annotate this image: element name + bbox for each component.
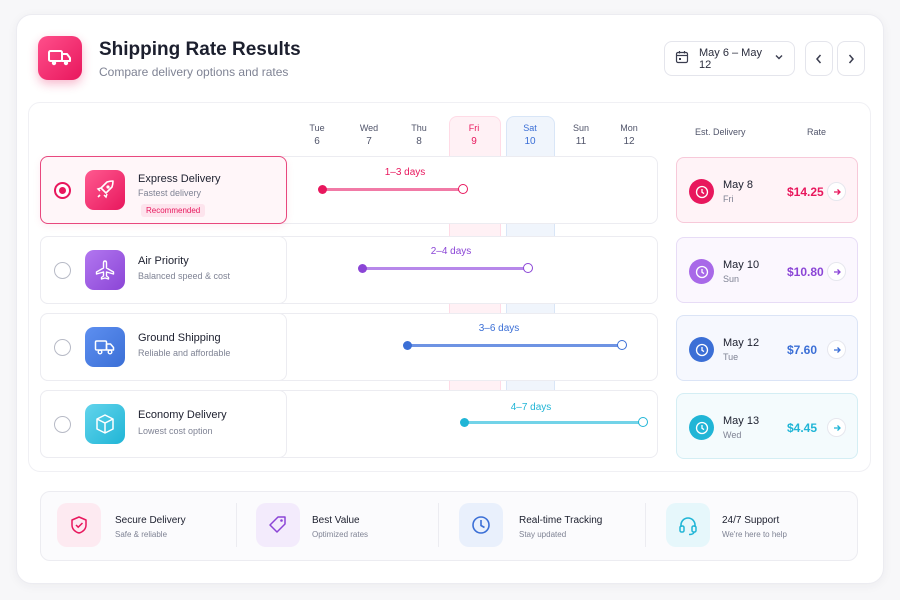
features-bar: [40, 491, 858, 561]
delivery-range-bar: [465, 421, 643, 424]
range-start-dot: [318, 185, 327, 194]
airplane-icon: [85, 250, 125, 290]
truck-icon: [85, 327, 125, 367]
rate-card-ground[interactable]: May 12 Tue $7.60: [676, 315, 858, 381]
radio-air[interactable]: [54, 262, 71, 279]
range-end-dot: [523, 263, 533, 273]
feature-title: Real-time Tracking: [519, 515, 603, 526]
delivery-range-label: 3–6 days: [478, 323, 520, 334]
day-header-thu: Thu 8: [411, 123, 427, 147]
date-range-picker[interactable]: May 6 – May 12: [664, 41, 795, 76]
service-option-ground[interactable]: Ground Shipping Reliable and affordable: [40, 313, 287, 381]
delivery-range-bar: [363, 267, 528, 270]
eta-date: May 12: [723, 337, 760, 349]
page-subtitle: Compare delivery options and rates: [99, 65, 289, 79]
feature-subtitle: Optimized rates: [312, 530, 369, 539]
delivery-range-bar: [322, 188, 463, 191]
eta-weekday: Wed: [723, 430, 742, 440]
service-description: Reliable and affordable: [138, 348, 231, 358]
delivery-range-label: 2–4 days: [430, 246, 472, 257]
service-option-economy[interactable]: Economy Delivery Lowest cost option: [40, 390, 287, 458]
range-end-dot: [617, 340, 627, 350]
divider: [645, 503, 646, 547]
shipping-truck-logo-icon: [38, 36, 82, 80]
delivery-range-bar: [408, 344, 622, 347]
eta-weekday: Fri: [723, 194, 734, 204]
radio-express[interactable]: [54, 182, 71, 199]
comparison-board: [28, 102, 871, 472]
next-week-button[interactable]: [837, 41, 865, 76]
rate-price: $7.60: [787, 343, 818, 357]
range-end-dot: [638, 417, 648, 427]
arrow-right-icon[interactable]: [827, 262, 846, 281]
chevron-right-icon: [848, 54, 854, 63]
rate-column-header: Rate: [807, 127, 827, 137]
feature-title: Best Value: [312, 515, 360, 526]
service-option-express[interactable]: Express Delivery Fastest delivery Recomm…: [40, 156, 287, 224]
range-start-dot: [460, 418, 469, 427]
rate-price: $10.80: [787, 265, 824, 279]
est-delivery-column-header: Est. Delivery: [695, 127, 746, 137]
shield-check-icon: [57, 503, 101, 547]
clock-icon: [689, 259, 714, 284]
eta-date: May 13: [723, 415, 760, 427]
calendar-icon: [675, 50, 689, 67]
clock-icon: [689, 415, 714, 440]
service-description: Fastest delivery: [138, 188, 202, 198]
radio-ground[interactable]: [54, 339, 71, 356]
rocket-icon: [85, 170, 125, 210]
arrow-right-icon[interactable]: [827, 340, 846, 359]
feature-subtitle: We're here to help: [722, 530, 787, 539]
service-name: Express Delivery: [138, 173, 221, 185]
arrow-right-icon[interactable]: [827, 418, 846, 437]
day-header-sat: Sat 10: [523, 123, 537, 147]
rate-price: $14.25: [787, 185, 824, 199]
price-tag-icon: [256, 503, 300, 547]
service-description: Lowest cost option: [138, 426, 213, 436]
service-option-air[interactable]: Air Priority Balanced speed & cost: [40, 236, 287, 304]
day-header-sun: Sun 11: [572, 123, 589, 147]
service-name: Air Priority: [138, 255, 189, 267]
arrow-right-icon[interactable]: [827, 182, 846, 201]
clock-icon: [689, 179, 714, 204]
divider: [236, 503, 237, 547]
day-header-wed: Wed 7: [359, 123, 379, 147]
page-title: Shipping Rate Results: [99, 39, 301, 60]
clock-icon: [689, 337, 714, 362]
clock-icon: [459, 503, 503, 547]
day-header-mon: Mon 12: [620, 123, 638, 147]
radio-economy[interactable]: [54, 416, 71, 433]
rate-price: $4.45: [787, 421, 818, 435]
delivery-range-label: 4–7 days: [510, 402, 552, 413]
feature-subtitle: Safe & reliable: [115, 530, 168, 539]
range-start-dot: [358, 264, 367, 273]
eta-date: May 8: [723, 179, 753, 191]
feature-title: 24/7 Support: [722, 515, 780, 526]
recommended-badge: Recommended: [141, 204, 206, 217]
date-range-label: May 6 – May 12: [699, 46, 762, 71]
range-start-dot: [403, 341, 412, 350]
headset-icon: [666, 503, 710, 547]
rate-card-air[interactable]: May 10 Sun $10.80: [676, 237, 858, 303]
eta-weekday: Tue: [723, 352, 739, 362]
rate-card-economy[interactable]: May 13 Wed $4.45: [676, 393, 858, 459]
box-icon: [85, 404, 125, 444]
delivery-range-label: 1–3 days: [384, 167, 426, 178]
day-header-tue: Tue 6: [309, 123, 325, 147]
eta-date: May 10: [723, 259, 760, 271]
service-description: Balanced speed & cost: [138, 271, 231, 281]
service-name: Ground Shipping: [138, 332, 221, 344]
day-header-fri: Fri 9: [468, 123, 480, 147]
chevron-down-icon: [774, 52, 784, 65]
eta-weekday: Sun: [723, 274, 740, 284]
range-end-dot: [458, 184, 468, 194]
feature-subtitle: Stay updated: [519, 530, 567, 539]
service-name: Economy Delivery: [138, 409, 227, 421]
divider: [438, 503, 439, 547]
feature-title: Secure Delivery: [115, 515, 186, 526]
rate-card-express[interactable]: May 8 Fri $14.25: [676, 157, 858, 223]
chevron-left-icon: [816, 54, 822, 63]
previous-week-button[interactable]: [805, 41, 833, 76]
